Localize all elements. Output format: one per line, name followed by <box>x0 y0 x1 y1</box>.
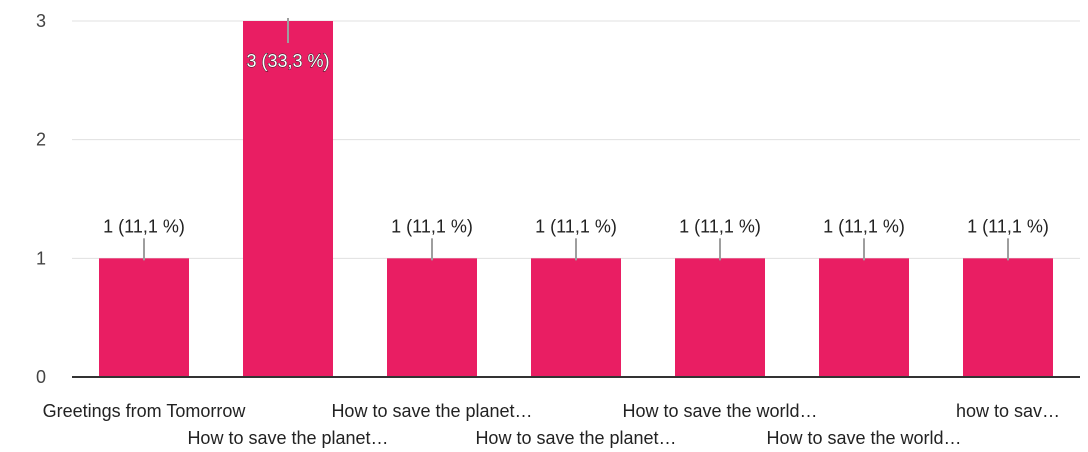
bar <box>819 258 909 377</box>
bar <box>531 258 621 377</box>
bar <box>963 258 1053 377</box>
category-label: How to save the world… <box>766 428 961 448</box>
data-label: 3 (33,3 %) <box>246 51 329 71</box>
category-label: Greetings from Tomorrow <box>43 401 247 421</box>
data-label: 1 (11,1 %) <box>391 216 473 236</box>
bar <box>675 258 765 377</box>
category-label: how to sav… <box>956 401 1060 421</box>
category-label: How to save the world… <box>622 401 817 421</box>
category-label: How to save the planet… <box>475 428 676 448</box>
data-label: 1 (11,1 %) <box>679 216 761 236</box>
bar <box>387 258 477 377</box>
y-tick-label: 1 <box>36 248 46 268</box>
category-label: How to save the planet… <box>187 428 388 448</box>
y-tick-label: 2 <box>36 130 46 150</box>
category-label: How to save the planet… <box>331 401 532 421</box>
bar <box>243 21 333 377</box>
bar <box>99 258 189 377</box>
data-label: 1 (11,1 %) <box>823 216 905 236</box>
data-label: 1 (11,1 %) <box>103 216 185 236</box>
data-label: 1 (11,1 %) <box>967 216 1049 236</box>
y-tick-label: 3 <box>36 11 46 31</box>
data-label: 1 (11,1 %) <box>535 216 617 236</box>
y-tick-label: 0 <box>36 367 46 387</box>
